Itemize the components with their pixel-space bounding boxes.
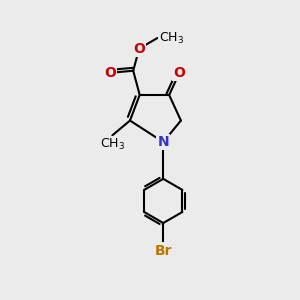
- Text: O: O: [133, 42, 145, 56]
- Text: N: N: [158, 135, 169, 149]
- Text: O: O: [104, 66, 116, 80]
- Text: CH$_3$: CH$_3$: [159, 30, 184, 46]
- Text: CH$_3$: CH$_3$: [100, 137, 125, 152]
- Text: Br: Br: [154, 244, 172, 258]
- Text: O: O: [173, 66, 185, 80]
